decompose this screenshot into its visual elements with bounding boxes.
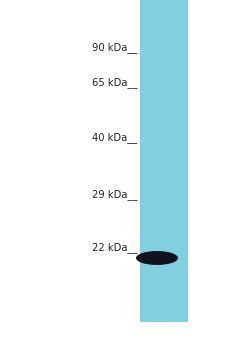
Text: 22 kDa__: 22 kDa__ (92, 243, 137, 253)
Text: 65 kDa__: 65 kDa__ (92, 78, 137, 89)
Bar (140, 0, 188, 322)
Text: 29 kDa__: 29 kDa__ (92, 190, 137, 201)
Text: 90 kDa__: 90 kDa__ (92, 43, 137, 54)
Ellipse shape (136, 251, 178, 265)
Text: 40 kDa__: 40 kDa__ (92, 133, 137, 144)
